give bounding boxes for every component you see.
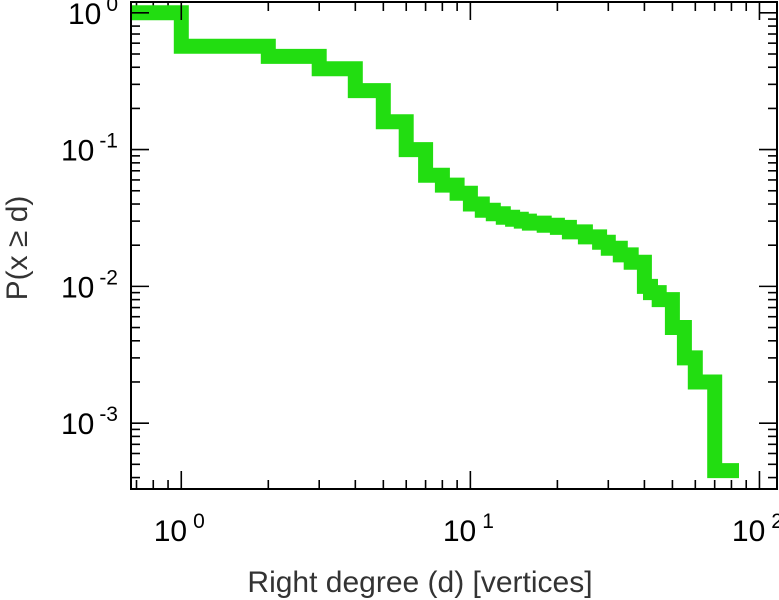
y-tick-label: 10 -1 [61, 130, 118, 168]
x-tick-label: 10 0 [154, 510, 205, 548]
x-tick-label: 10 2 [732, 510, 779, 548]
series-line-0 [131, 5, 739, 479]
y-tick-label: 10 -2 [61, 266, 118, 304]
series-layer [131, 5, 739, 479]
y-tick-label: 10 -3 [61, 403, 118, 441]
major-ticks [131, 2, 777, 489]
y-tick-label: 10 0 [68, 0, 118, 31]
x-tick-label: 10 1 [443, 510, 494, 548]
y-axis-label: P(x ≥ d) [1, 196, 34, 301]
x-axis-label: Right degree (d) [vertices] [247, 566, 592, 599]
tick-labels: 10 0 10 1 10 2 10 0 10 -1 10 -2 10 -3 [61, 0, 779, 548]
plot-frame [130, 1, 778, 490]
minor-ticks [131, 2, 777, 489]
